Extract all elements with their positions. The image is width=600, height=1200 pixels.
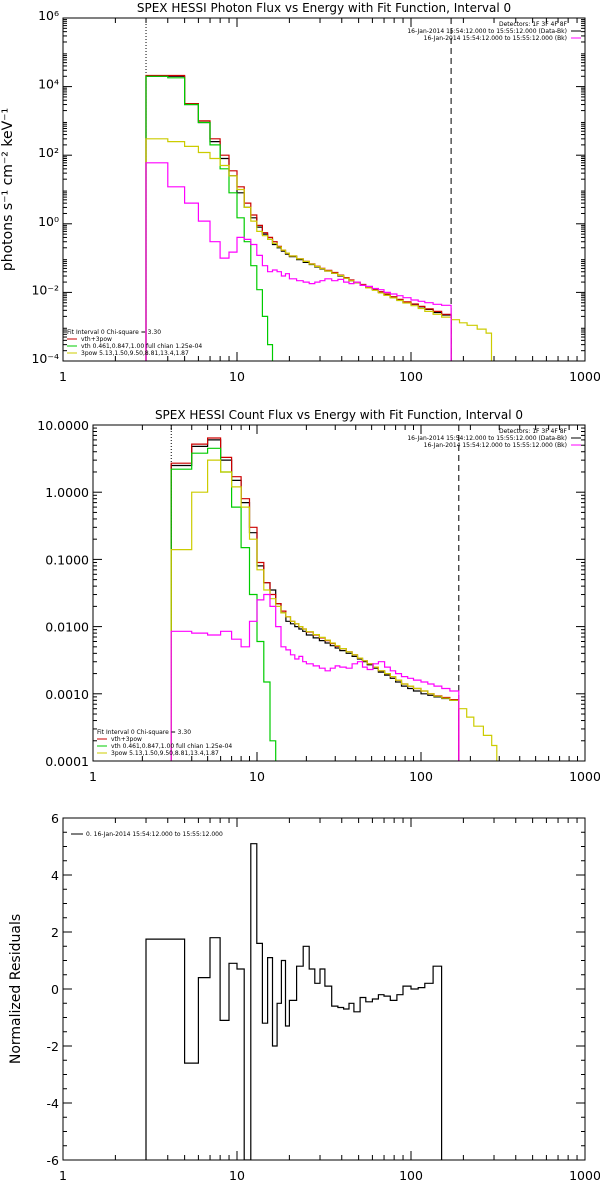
legend-entry: 16-Jan-2014 15:54:12.000 to 15:55:12.000…	[407, 435, 567, 442]
y-tick-label: 10⁶	[38, 8, 59, 23]
y-tick-label: 0.1000	[45, 552, 89, 567]
x-tick-label: 1000	[569, 369, 600, 384]
legend-entry: 3pow 5.13,1.50,9.50,8.81,13.4,1.87	[81, 350, 189, 357]
chart-panel-1: SPEX HESSI Photon Flux vs Energy with Fi…	[0, 1, 600, 384]
chart-title: SPEX HESSI Photon Flux vs Energy with Fi…	[137, 1, 511, 15]
legend-entry: vth 0.461,0.847,1.00 full chian 1.25e-04	[81, 343, 202, 350]
y-tick-label: 10.0000	[37, 418, 89, 433]
y-tick-label: 0.0010	[45, 687, 89, 702]
plot-area	[145, 843, 443, 1160]
series-line-vth	[145, 75, 274, 361]
y-tick-label: 2	[51, 925, 59, 940]
plot-frame	[92, 424, 586, 762]
y-tick-label: 10⁻²	[31, 282, 59, 297]
series-line-bk	[145, 162, 452, 361]
legend-entry: 16-Jan-2014 15:54:12.000 to 15:55:12.000…	[424, 35, 567, 42]
series-line-residuals	[145, 843, 443, 1160]
series-line-3pow	[145, 138, 493, 361]
series-line-3pow	[170, 459, 498, 761]
legend-entry: Fit Interval 0 Chi-square = 3.30	[97, 729, 191, 736]
x-tick-label: 10	[229, 1168, 245, 1183]
y-tick-label: -6	[47, 1153, 60, 1168]
legend-entry: Fit Interval 0 Chi-square = 3.30	[67, 329, 161, 336]
chart-title: SPEX HESSI Count Flux vs Energy with Fit…	[155, 408, 523, 422]
x-tick-label: 100	[399, 369, 423, 384]
x-tick-label: 1000	[569, 1168, 600, 1183]
y-tick-label: 4	[51, 868, 59, 883]
chart-panel-3: 1 10 100 1000 -6 -4 -2 0 2 4 6 Normalized Residuals…	[8, 811, 600, 1183]
legend-entry: Detectors: 1F 3F 4F 8F	[499, 428, 568, 435]
x-tick-label: 1	[59, 1168, 67, 1183]
series-line-data-bk	[145, 75, 452, 361]
x-tick-label: 10	[229, 369, 245, 384]
y-tick-label: 10⁰	[38, 214, 59, 229]
plot-frame	[62, 817, 586, 1161]
legend-bottom-left: Fit Interval 0 Chi-square = 3.30vth+3pow…	[97, 729, 232, 757]
plot-area	[170, 425, 498, 761]
legend-entry: 3pow 5.13,1.50,9.50,8.81,13.4,1.87	[111, 750, 219, 757]
y-axis-label: Normalized Residuals	[8, 914, 24, 1064]
x-tick-label: 1	[89, 769, 97, 784]
legend-bottom-left: Fit Interval 0 Chi-square = 3.30vth+3pow…	[67, 329, 202, 357]
series-line-bk	[170, 593, 460, 761]
plot-area	[145, 18, 493, 361]
series-line-vth	[170, 447, 277, 761]
legend-entry: vth+3pow	[81, 336, 112, 343]
y-tick-label: 10⁴	[38, 77, 59, 92]
series-line-data-bk	[170, 439, 460, 761]
plot-frame	[62, 17, 586, 362]
legend-entry: 16-Jan-2014 15:54:12.000 to 15:55:12.000…	[407, 28, 567, 35]
legend-entry: 0. 16-Jan-2014 15:54:12.000 to 15:55:12.…	[86, 831, 223, 838]
y-tick-label: 1.0000	[45, 485, 89, 500]
series-line-vth-3pow	[145, 74, 452, 361]
y-axis-label: photons s⁻¹ cm⁻² keV⁻¹	[0, 108, 16, 271]
legend-top-left: 0. 16-Jan-2014 15:54:12.000 to 15:55:12.…	[71, 831, 223, 838]
x-tick-label: 1	[59, 369, 67, 384]
chart-panel-2: SPEX HESSI Count Flux vs Energy with Fit…	[37, 408, 600, 784]
y-tick-label: 0	[51, 982, 59, 997]
legend-entry: vth 0.461,0.847,1.00 full chian 1.25e-04	[111, 743, 232, 750]
y-tick-label: -4	[47, 1096, 60, 1111]
x-tick-label: 100	[399, 1168, 423, 1183]
y-tick-label: 10²	[38, 145, 59, 160]
x-tick-label: 1000	[569, 769, 600, 784]
legend-entry: vth+3pow	[111, 736, 142, 743]
x-tick-label: 10	[249, 769, 265, 784]
legend-entry: 16-Jan-2014 15:54:12.000 to 15:55:12.000…	[424, 442, 567, 449]
y-tick-label: 6	[51, 811, 59, 826]
y-tick-label: 10⁻⁴	[31, 351, 59, 366]
series-line-vth-3pow	[170, 437, 460, 761]
legend-entry: Detectors: 1F 3F 4F 8F	[499, 21, 568, 28]
y-tick-label: 0.0100	[45, 620, 89, 635]
x-tick-label: 100	[409, 769, 433, 784]
y-tick-label: -2	[47, 1039, 59, 1054]
y-tick-label: 0.0001	[45, 754, 89, 769]
